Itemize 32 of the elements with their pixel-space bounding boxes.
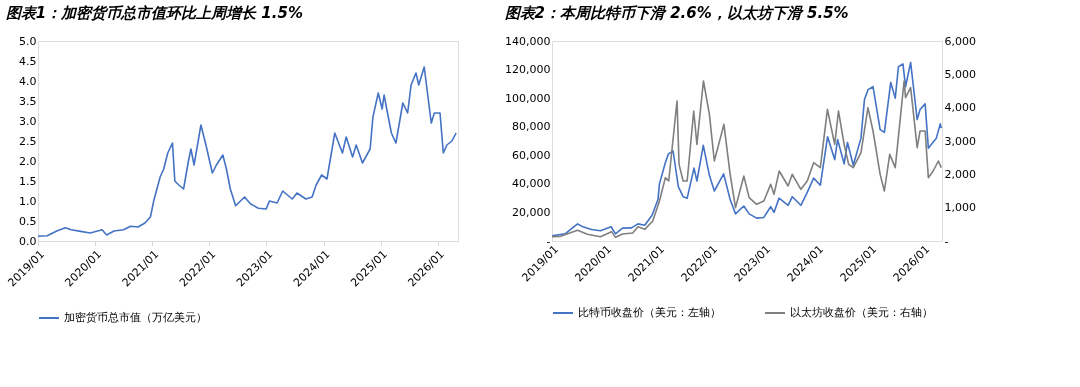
y-tick-label: 2.0 (19, 154, 37, 168)
y-tick-label: 4.0 (19, 74, 37, 88)
y2-tick-label: - (944, 234, 949, 248)
chart-title: 图表1：加密货币总市值环比上周增长 1.5% (5, 4, 303, 22)
y2-tick-label: 4,000 (944, 101, 976, 115)
y2-tick-label: 3,000 (944, 134, 976, 148)
y-tick-label: - (546, 234, 551, 248)
line-series (37, 66, 457, 237)
y-tick-label: 60,000 (512, 148, 551, 162)
y-tick-label: 40,000 (512, 177, 551, 191)
y-tick-label: 100,000 (505, 91, 551, 105)
y-tick-label: 3.0 (19, 114, 37, 128)
y-tick-label: 20,000 (512, 205, 551, 219)
y-tick-label: 80,000 (512, 120, 551, 134)
y-tick-label: 0.0 (19, 234, 37, 248)
y-tick-label: 1.0 (19, 194, 37, 208)
legend-label: 比特币收盘价（美元：左轴） (578, 306, 721, 319)
y2-tick-label: 5,000 (944, 67, 976, 81)
y2-tick-label: 6,000 (944, 34, 976, 48)
chart-title: 图表2：本周比特币下滑 2.6%，以太坊下滑 5.5% (504, 4, 849, 22)
y-tick-label: 4.5 (19, 54, 37, 68)
y-tick-label: 5.0 (19, 34, 37, 48)
y2-tick-label: 2,000 (944, 167, 976, 181)
legend-label: 加密货币总市值（万亿美元） (64, 311, 207, 324)
y-tick-label: 0.5 (19, 214, 37, 228)
y-tick-label: 140,000 (505, 34, 551, 48)
y2-tick-label: 1,000 (944, 201, 976, 215)
y-tick-label: 2.5 (19, 134, 37, 148)
y-tick-label: 1.5 (19, 174, 37, 188)
legend-label: 以太坊收盘价（美元：右轴） (790, 306, 933, 319)
y-tick-label: 3.5 (19, 94, 37, 108)
y-tick-label: 120,000 (505, 63, 551, 77)
